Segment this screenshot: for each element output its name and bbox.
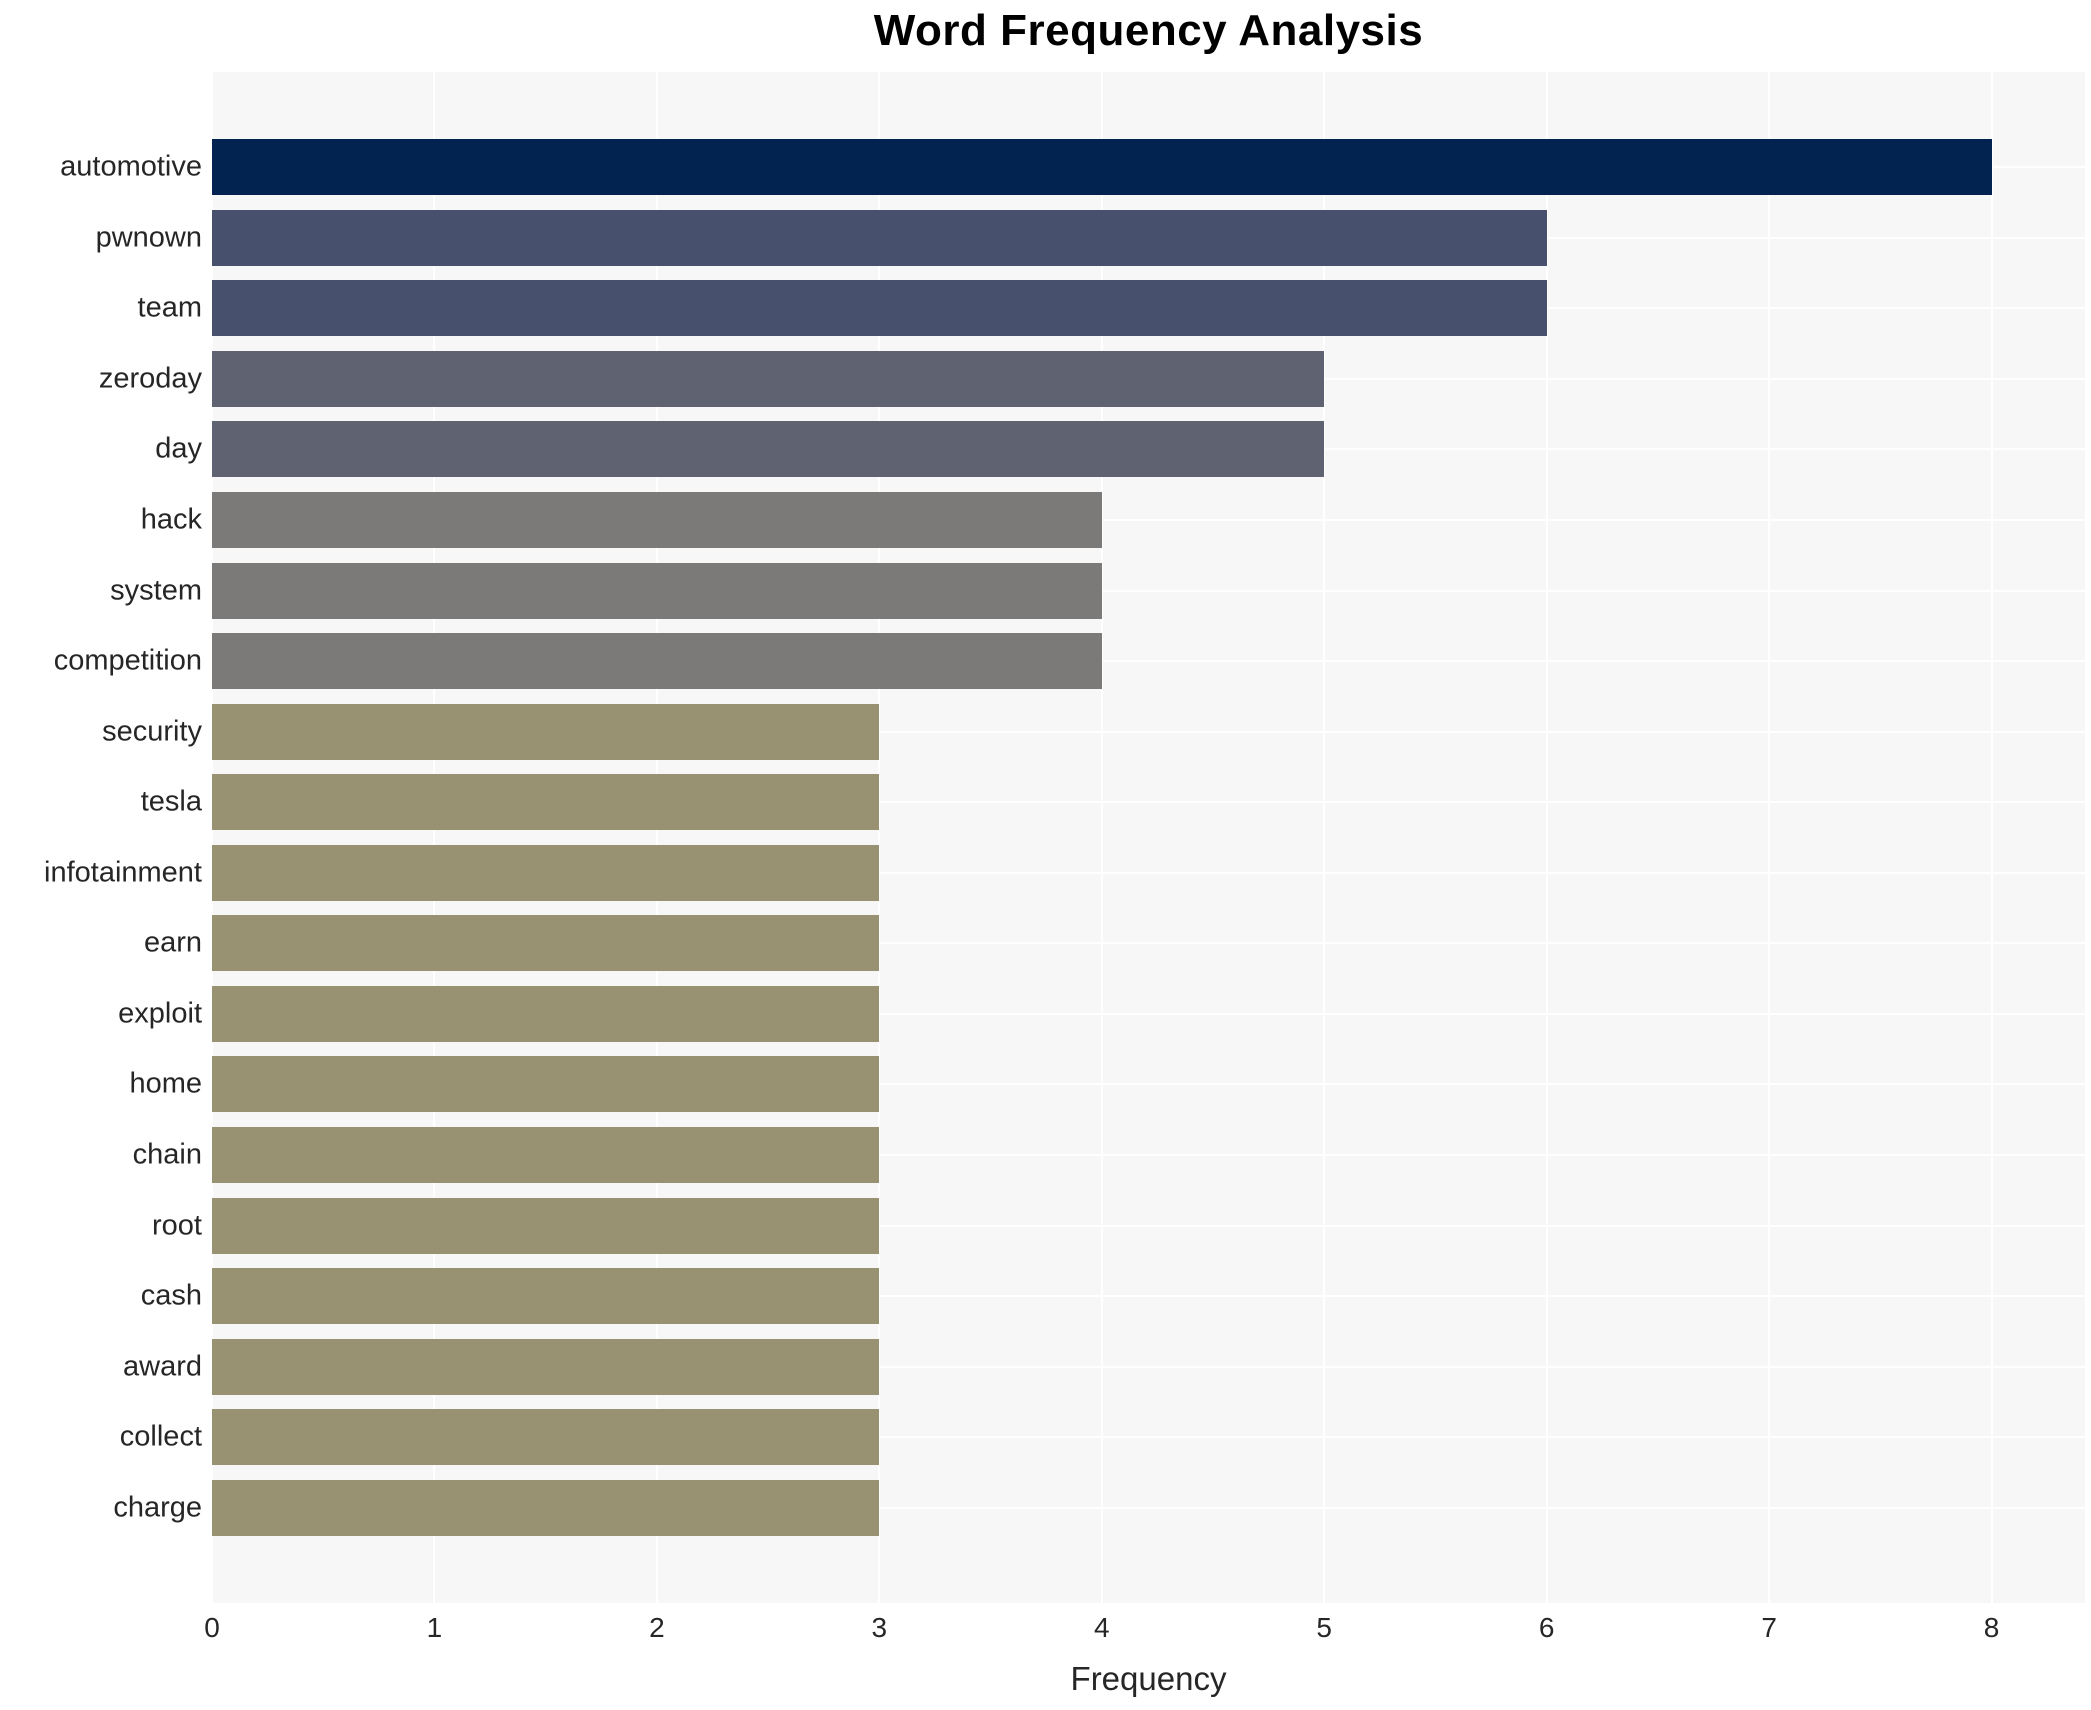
vertical-gridline-6 [1545,72,1548,1603]
category-label-team: team [137,291,202,324]
plot-area [211,72,2085,1603]
bar-team [212,280,1547,337]
category-label-system: system [110,574,202,607]
x-axis-title: Frequency [1070,1660,1227,1697]
vertical-gridline-4 [1100,72,1103,1603]
bar-automotive [212,139,1992,196]
category-label-infotainment: infotainment [44,856,202,889]
vertical-gridline-5 [1323,72,1326,1603]
vertical-gridline-1 [433,72,436,1603]
y-axis-labels: automotive pwnown team zeroday day hack system… [0,72,202,1603]
x-tick-label-1: 1 [426,1612,443,1643]
horizontal-gridline-award [212,1365,2085,1368]
category-label-cash: cash [140,1279,202,1312]
category-label-security: security [102,715,202,748]
category-label-competition: competition [53,644,202,677]
bar-zeroday [212,350,1325,407]
bar-hack [212,492,1102,548]
bar-earn [212,915,880,972]
horizontal-gridline-root [212,1224,2085,1227]
horizontal-gridline-infotainment [212,871,2085,874]
bar-chain [212,1126,880,1183]
chart-title: Word Frequency Analysis [873,6,1424,55]
bar-charge [212,1479,880,1536]
bar-pwnown [212,209,1547,266]
category-label-tesla: tesla [140,785,202,818]
x-tick-label-4: 4 [1093,1612,1110,1643]
x-tick-label-7: 7 [1761,1612,1777,1643]
bar-system [212,562,1102,619]
horizontal-gridline-earn [212,942,2085,945]
horizontal-gridline-hack [212,519,2085,521]
horizontal-gridline-security [212,730,2085,733]
category-label-collect: collect [119,1420,202,1453]
category-label-day: day [155,432,202,465]
bar-security [212,703,880,760]
bar-award [212,1338,880,1395]
category-label-zeroday: zeroday [98,362,202,395]
horizontal-gridline-cash [212,1295,2085,1298]
horizontal-gridline-exploit [212,1012,2085,1015]
category-label-exploit: exploit [118,997,202,1030]
horizontal-gridline-competition [212,660,2085,663]
bar-exploit [212,985,880,1042]
category-label-automotive: automotive [60,150,202,183]
horizontal-gridline-home [212,1083,2085,1086]
category-label-root: root [152,1209,202,1242]
x-tick-label-6: 6 [1538,1612,1555,1643]
bar-home [212,1056,880,1113]
horizontal-gridline-charge [212,1506,2085,1509]
x-axis-ticks: 0 1 2 3 4 5 6 7 8 [204,1612,2085,1648]
vertical-gridline-0 [211,72,213,1603]
vertical-gridline-2 [655,72,658,1603]
bar-infotainment [212,844,880,901]
bar-cash [212,1268,880,1325]
category-label-award: award [123,1350,202,1383]
category-label-chain: chain [132,1138,202,1171]
horizontal-gridline-tesla [212,801,2085,804]
bar-root [212,1197,880,1254]
x-tick-label-0: 0 [204,1612,220,1643]
category-label-home: home [129,1067,202,1100]
bar-tesla [212,774,880,831]
category-label-earn: earn [143,926,202,959]
horizontal-gridline-collect [212,1436,2085,1439]
category-label-pwnown: pwnown [95,221,202,254]
category-label-charge: charge [113,1491,202,1524]
vertical-gridline-8 [1990,72,1993,1603]
vertical-gridline-3 [878,72,881,1603]
bar-day [212,421,1325,478]
x-tick-label-8: 8 [1983,1612,2000,1643]
bar-collect [212,1409,880,1466]
x-tick-label-2: 2 [649,1612,665,1643]
horizontal-gridline-chain [212,1153,2085,1156]
horizontal-gridline-system [212,589,2085,592]
vertical-gridline-7 [1768,72,1771,1603]
x-tick-label-3: 3 [871,1612,888,1643]
category-label-hack: hack [140,503,202,536]
x-tick-label-5: 5 [1316,1612,1333,1643]
bar-competition [212,633,1102,690]
